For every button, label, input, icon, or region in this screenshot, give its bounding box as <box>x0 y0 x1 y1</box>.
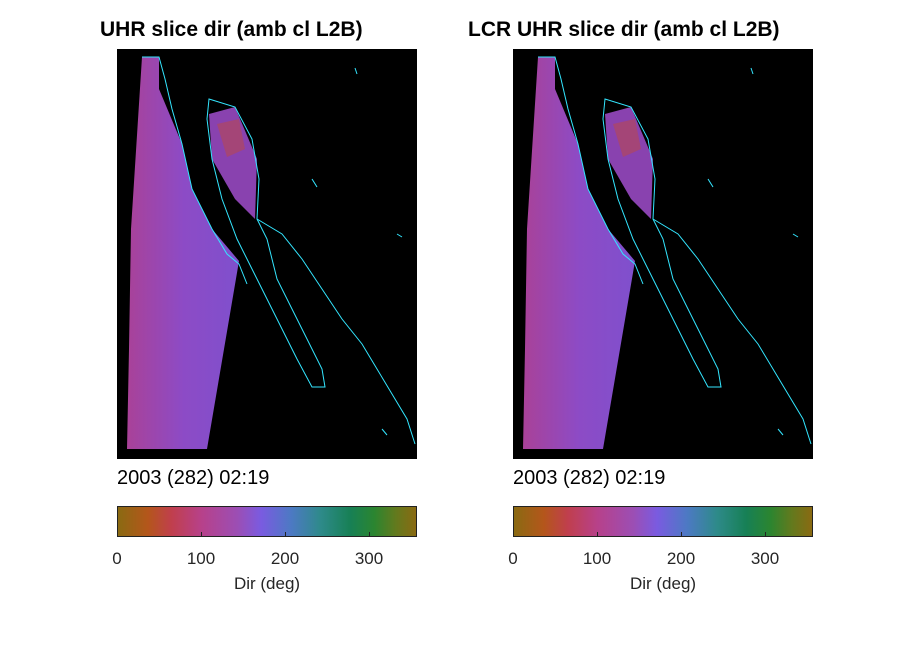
colorbar-tick-label: 0 <box>508 549 518 568</box>
coastline <box>652 218 812 445</box>
coastline <box>707 178 714 188</box>
colorbar-tick-label: 300 <box>354 549 384 568</box>
wind-direction-map <box>117 49 417 459</box>
colorbar-tick-mark <box>369 532 370 537</box>
coastline <box>538 56 644 285</box>
coastline <box>777 428 784 436</box>
colorbar-tick-label: 200 <box>666 549 696 568</box>
colorbar-tick-label: 100 <box>186 549 216 568</box>
panel-title: UHR slice dir (amb cl L2B) <box>100 18 363 41</box>
panel-title: LCR UHR slice dir (amb cl L2B) <box>468 18 780 41</box>
coastline <box>206 98 326 388</box>
timestamp: 2003 (282) 02:19 <box>513 467 666 489</box>
colorbar-label: Dir (deg) <box>233 574 301 593</box>
colorbar-tick-label: 100 <box>582 549 612 568</box>
colorbar <box>513 506 813 537</box>
colorbar-tick-mark <box>201 532 202 537</box>
wind-direction-map <box>513 49 813 459</box>
colorbar-tick-mark <box>285 532 286 537</box>
map-image <box>523 56 812 449</box>
coastline <box>311 178 318 188</box>
colorbar-label: Dir (deg) <box>629 574 697 593</box>
coastline <box>142 56 248 285</box>
swath <box>127 57 239 449</box>
swath <box>523 57 635 449</box>
coastline <box>750 67 754 75</box>
map-image <box>127 56 416 449</box>
colorbar-tick-mark <box>597 532 598 537</box>
coastline <box>354 67 358 75</box>
coastline <box>381 428 388 436</box>
coastline <box>602 98 722 388</box>
coastline <box>396 233 403 238</box>
coastline <box>256 218 416 445</box>
coastline <box>792 233 799 238</box>
colorbar-tick-label: 0 <box>112 549 122 568</box>
colorbar-tick-label: 300 <box>750 549 780 568</box>
colorbar-tick-label: 200 <box>270 549 300 568</box>
colorbar-tick-mark <box>681 532 682 537</box>
colorbar-tick-mark <box>765 532 766 537</box>
timestamp: 2003 (282) 02:19 <box>117 467 270 489</box>
colorbar <box>117 506 417 537</box>
